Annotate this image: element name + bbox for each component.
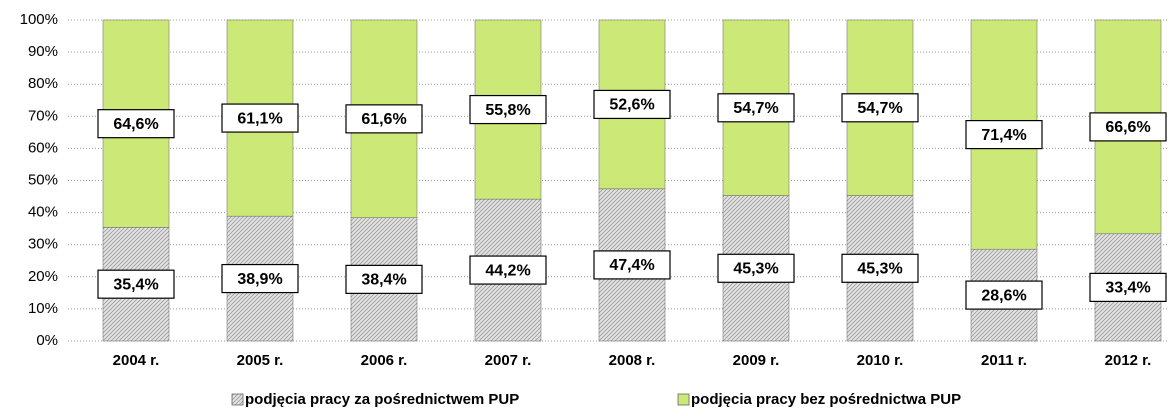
data-label-box — [345, 264, 423, 294]
data-label: 38,4% — [361, 272, 406, 289]
data-label: 28,6% — [981, 287, 1026, 304]
data-label-box — [1089, 112, 1167, 142]
legend-label: podjęcia pracy bez pośrednictwa PUP — [691, 391, 961, 408]
y-tick-label: 0% — [36, 332, 58, 349]
y-tick-label: 80% — [28, 75, 58, 92]
legend-swatch — [231, 393, 244, 406]
y-tick-label: 90% — [28, 43, 58, 60]
x-tick-label: 2011 r. — [981, 352, 1027, 369]
data-label-box — [717, 253, 795, 283]
y-tick-label: 10% — [28, 300, 58, 317]
data-label-box — [345, 104, 423, 134]
data-label: 35,4% — [113, 276, 158, 293]
x-tick-label: 2009 r. — [733, 352, 780, 369]
data-label: 61,1% — [237, 110, 282, 127]
data-label: 55,8% — [485, 102, 530, 119]
data-label: 54,7% — [857, 100, 902, 117]
y-tick-label: 60% — [28, 139, 58, 156]
data-label-box — [469, 255, 547, 285]
data-label: 61,6% — [361, 111, 406, 128]
x-tick-label: 2008 r. — [609, 352, 656, 369]
y-tick-label: 70% — [28, 107, 58, 124]
data-label-box — [469, 94, 547, 125]
y-tick-label: 100% — [20, 11, 58, 28]
x-tick-label: 2006 r. — [361, 352, 408, 369]
data-label: 71,4% — [981, 127, 1026, 144]
data-label-box — [1089, 272, 1167, 302]
x-tick-label: 2012 r. — [1105, 352, 1152, 369]
legend-swatch — [677, 393, 690, 406]
data-label-box — [717, 93, 795, 123]
data-label-box — [841, 253, 919, 283]
data-label: 47,4% — [609, 257, 654, 274]
data-label: 64,6% — [113, 116, 158, 133]
data-label: 45,3% — [857, 261, 902, 278]
x-tick-label: 2007 r. — [485, 352, 532, 369]
data-label-box — [221, 263, 299, 294]
data-label: 52,6% — [609, 97, 654, 114]
data-label: 54,7% — [733, 100, 778, 117]
legend-label: podjęcia pracy za pośrednictwem PUP — [245, 391, 519, 408]
x-tick-label: 2004 r. — [113, 352, 160, 369]
data-label-box — [841, 93, 919, 123]
data-label: 33,4% — [1105, 280, 1150, 297]
y-tick-label: 40% — [28, 204, 58, 221]
x-tick-label: 2005 r. — [237, 352, 284, 369]
data-label: 44,2% — [485, 262, 530, 279]
y-tick-label: 30% — [28, 236, 58, 253]
data-label-box — [593, 89, 671, 120]
data-label: 66,6% — [1105, 119, 1150, 136]
data-label: 45,3% — [733, 261, 778, 278]
data-label-box — [221, 103, 299, 133]
data-label-box — [965, 280, 1043, 310]
y-tick-label: 50% — [28, 171, 58, 188]
data-label-box — [97, 269, 175, 299]
x-tick-label: 2010 r. — [857, 352, 904, 369]
data-label-box — [97, 109, 175, 139]
data-label-box — [593, 250, 671, 280]
data-label-box — [965, 119, 1043, 150]
y-tick-label: 20% — [28, 268, 58, 285]
data-label: 38,9% — [237, 271, 282, 288]
